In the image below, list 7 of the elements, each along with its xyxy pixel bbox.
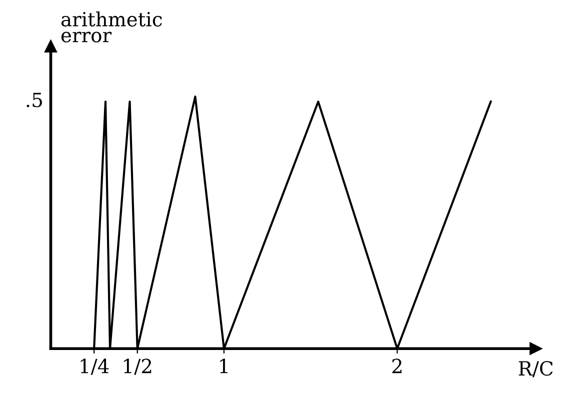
- x-tick-label: 1/2: [124, 358, 152, 375]
- y-axis-title: arithmetic error: [61, 12, 162, 42]
- x-tick-label: 1: [220, 358, 228, 374]
- x-tick-label: 1/4: [80, 358, 109, 375]
- x-axis-title: R/C: [518, 361, 553, 378]
- text: .5: [26, 92, 42, 108]
- x-tick-label: 2: [392, 358, 402, 374]
